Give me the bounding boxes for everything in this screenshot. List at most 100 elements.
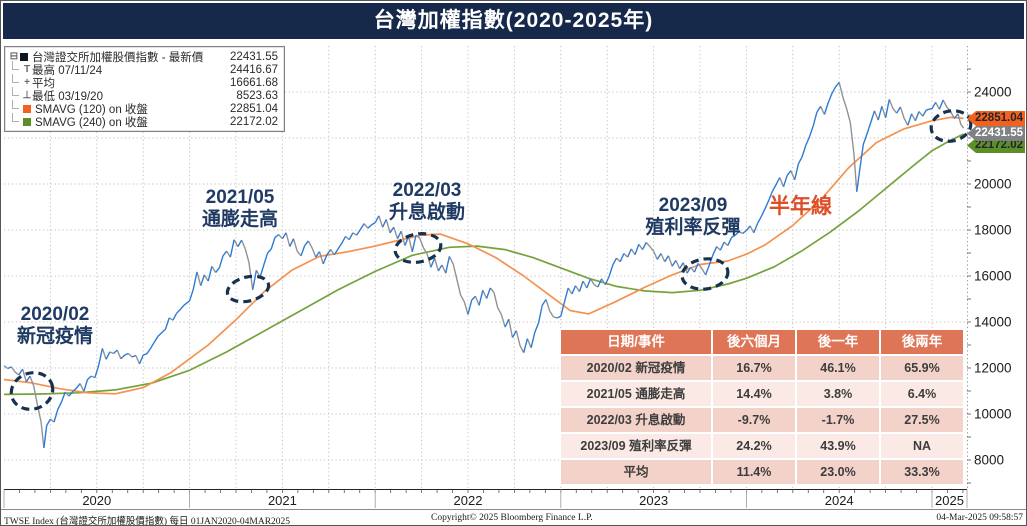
legend-value: 22851.04 [230,102,278,115]
tree-branch-icon [12,100,19,109]
table-cell: 2023/09 殖利率反彈 [561,434,711,458]
event-annotation-rate-hike: 2022/03 升息啟動 [367,180,487,224]
tree-branch-icon [12,87,19,96]
event-circle [9,371,55,411]
smavg120-line [3,116,964,395]
high-marker-icon: T [23,64,31,75]
legend-label: 台灣證交所加權股價指數 - 最新價 [32,51,204,64]
table-cell: 24.2% [713,434,795,458]
annotation-event: 新冠疫情 [16,326,93,347]
table-cell: NA [881,434,963,458]
annotation-event: 殖利率反彈 [645,217,741,238]
tree-branch-icon [12,74,19,83]
table-cell: 65.9% [881,356,963,380]
price-tag-smavg120: 22851.04 [967,111,1025,126]
table-cell: 14.4% [713,382,795,406]
event-annotation-covid: 2020/02 新冠疫情 [5,304,105,348]
x-axis-year-label: 2021 [268,493,297,508]
y-axis-label: 12000 [974,361,1012,376]
legend-label: 最高 07/11/24 [32,64,103,77]
tree-branch-icon [12,113,19,122]
table-cell: 6.4% [881,382,963,406]
column-header: 後一年 [797,330,879,354]
legend-value: 16661.68 [230,76,278,89]
event-circle [225,274,271,304]
event-return-table: 日期/事件 後六個月 後一年 後兩年 2020/02 新冠疫情 16.7% 46… [559,328,967,486]
table-cell: 46.1% [797,356,879,380]
table-row: 2021/05 通膨走高 14.4% 3.8% 6.4% [561,382,965,406]
table-cell: -9.7% [713,408,795,432]
table-cell: 平均 [561,460,711,484]
table-row: 2023/09 殖利率反彈 24.2% 43.9% NA [561,434,965,458]
low-marker-icon: ⊥ [22,90,32,101]
average-marker-icon: + [24,77,30,88]
chart-legend: ⊟ 台灣證交所加權股價指數 - 最新價 22431.55 T 最高 07/11/… [4,46,285,132]
footer-copyright: Copyright© 2025 Bloomberg Finance L.P. [431,513,593,523]
legend-row-average[interactable]: + 平均 16661.68 [9,74,278,90]
legend-label: SMAVG (240) on 收盤 [35,116,148,129]
annotation-event: 通膨走高 [201,209,278,230]
x-axis-year-label: 2020 [82,493,111,508]
legend-row-smavg120[interactable]: SMAVG (120) on 收盤 22851.04 [9,100,278,116]
annotation-date: 2022/03 [392,180,462,201]
annotation-event: 升息啟動 [388,202,465,223]
legend-row-smavg240[interactable]: SMAVG (240) on 收盤 22172.02 [9,113,278,129]
smavg120-line-label: 半年線 [769,195,832,218]
y-axis-label: 20000 [974,177,1012,192]
event-circle [929,109,973,143]
x-axis-year-label: 2022 [454,493,483,508]
table-header-row: 日期/事件 後六個月 後一年 後兩年 [561,330,965,354]
legend-value: 22172.02 [230,115,278,128]
table-cell: 11.4% [713,460,795,484]
table-cell: 43.9% [797,434,879,458]
x-axis-year-label: 2023 [639,493,668,508]
y-axis-label: 24000 [974,85,1012,100]
footer-source: TWSE Index (台灣證交所加權股價指數) 每日 01JAN2020-04… [4,517,291,526]
y-axis-label: 10000 [974,407,1012,422]
table-cell: 23.0% [797,460,879,484]
legend-row-index-price[interactable]: ⊟ 台灣證交所加權股價指數 - 最新價 22431.55 [9,50,278,64]
x-axis-year-label: 2025 [935,493,964,508]
table-cell: 2020/02 新冠疫情 [561,356,711,380]
event-annotation-yield-rebound: 2023/09 殖利率反彈 [623,195,763,239]
column-header: 後兩年 [881,330,963,354]
y-axis-label: 8000 [974,453,1004,468]
collapse-icon: ⊟ [9,51,19,62]
annotation-date: 2020/02 [20,304,90,325]
table-cell: 33.3% [881,460,963,484]
legend-label: 平均 [32,77,55,90]
table-row: 2020/02 新冠疫情 16.7% 46.1% 65.9% [561,356,965,380]
event-annotation-inflation: 2021/05 通膨走高 [180,187,300,231]
footer-timestamp: 04-Mar-2025 09:58:57 [936,513,1023,523]
price-tag-last-price: 22431.55 [967,126,1025,141]
price-tag-smavg240: 22172.02 [967,138,1025,153]
smavg240-line [3,133,964,396]
column-header: 後六個月 [713,330,795,354]
event-circle [393,232,443,264]
x-axis-year-label: 2024 [825,493,854,508]
table-cell: 2021/05 通膨走高 [561,382,711,406]
table-row: 平均 11.4% 23.0% 33.3% [561,460,965,484]
column-header: 日期/事件 [561,330,711,354]
table-cell: 3.8% [797,382,879,406]
legend-value: 8523.63 [236,89,278,102]
annotation-date: 2023/09 [658,195,728,216]
legend-label: 最低 03/19/20 [32,90,103,103]
y-axis-label: 16000 [974,269,1012,284]
footer-divider [1,509,1026,510]
table-cell: 2022/03 升息啟動 [561,408,711,432]
tree-branch-icon [12,61,19,70]
price-line-up [7,81,959,449]
smavg240-swatch-icon [23,117,31,126]
legend-row-high[interactable]: T 最高 07/11/24 24416.67 [9,61,278,77]
legend-value: 22431.55 [230,50,278,63]
legend-row-low[interactable]: ⊥ 最低 03/19/20 8523.63 [9,87,278,103]
table-row: 2022/03 升息啟動 -9.7% -1.7% 27.5% [561,408,965,432]
y-axis-label: 18000 [974,223,1012,238]
table-cell: -1.7% [797,408,879,432]
event-circle [680,257,730,291]
y-axis-label: 14000 [974,315,1012,330]
legend-label: SMAVG (120) on 收盤 [35,103,148,116]
table-cell: 16.7% [713,356,795,380]
